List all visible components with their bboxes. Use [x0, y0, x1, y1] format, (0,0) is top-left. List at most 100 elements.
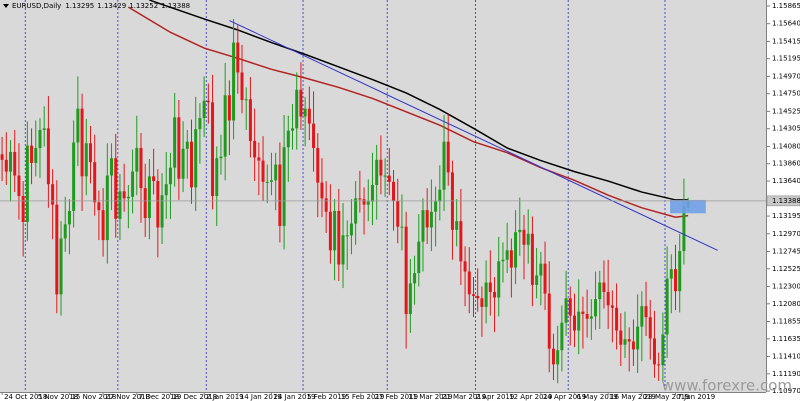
- candle-body: [488, 282, 492, 292]
- y-tick-label: 1.11855: [772, 317, 800, 325]
- candle-body: [648, 317, 652, 339]
- candle-body: [72, 142, 76, 211]
- candle-body: [589, 316, 593, 319]
- candle-body: [564, 298, 568, 323]
- candle-body: [556, 350, 560, 365]
- candle-body: [59, 238, 63, 295]
- candle-body: [303, 108, 307, 117]
- candle-body: [274, 164, 278, 181]
- candle-body: [594, 299, 598, 317]
- candle-body: [438, 189, 442, 202]
- candle-body: [122, 191, 126, 199]
- candle-body: [434, 201, 438, 212]
- candle-body: [379, 159, 383, 176]
- candle-body: [80, 108, 84, 177]
- candle-body: [349, 223, 353, 236]
- candle-body: [602, 282, 606, 292]
- x-tick-label: 11 Mar 2019: [408, 393, 452, 401]
- candle-body: [328, 211, 332, 251]
- candle-body: [446, 141, 450, 173]
- candle-body: [190, 141, 193, 188]
- y-tick-label: 1.14750: [772, 90, 800, 98]
- candle-body: [429, 211, 433, 228]
- candle-body: [375, 159, 379, 185]
- candle-body: [333, 210, 337, 251]
- candle-body: [253, 140, 257, 158]
- candle-body: [236, 42, 240, 73]
- x-tick-label: 24 Apr 2019: [543, 393, 586, 401]
- candle-body: [282, 147, 286, 226]
- x-tick-label: 16 May 2019: [610, 393, 656, 401]
- candle-body: [265, 181, 269, 183]
- candle-body: [522, 229, 526, 245]
- candle-body: [665, 278, 669, 335]
- header-low: 1.13252: [129, 2, 158, 10]
- candle-body: [652, 338, 656, 365]
- candle-body: [105, 175, 109, 241]
- candle-body: [383, 175, 387, 177]
- candle-body: [135, 148, 139, 172]
- candle-body: [168, 167, 172, 185]
- candle-body: [661, 334, 665, 366]
- candle-body: [118, 191, 122, 219]
- x-tick-label: 21 Mar 2019: [442, 393, 486, 401]
- candle-body: [615, 307, 619, 331]
- candle-body: [358, 198, 362, 200]
- x-tick-label: 28 May 2019: [644, 393, 690, 401]
- candle-body: [101, 210, 105, 241]
- candle-body: [143, 188, 147, 219]
- candle-body: [139, 148, 143, 189]
- candle-body: [674, 269, 678, 292]
- candle-body: [543, 263, 547, 294]
- y-tick-label: 1.13195: [772, 212, 800, 220]
- candle-body: [126, 196, 130, 199]
- x-tick-label: 24 Oct 2018: [4, 393, 47, 401]
- candle-body: [421, 210, 425, 242]
- candle-body: [530, 233, 534, 285]
- candle-body: [219, 156, 223, 159]
- candle-body: [627, 339, 631, 342]
- y-tick-label: 1.12300: [772, 282, 800, 290]
- candle-body: [644, 306, 648, 318]
- candle-body: [173, 117, 177, 168]
- last-price-label: 1.13388: [772, 197, 800, 205]
- candle-body: [177, 117, 181, 179]
- candle-body: [400, 226, 404, 228]
- candle-body: [160, 195, 164, 228]
- x-tick-label: 12 Apr 2019: [509, 393, 552, 401]
- moving-average: [149, 0, 689, 201]
- x-tick-label: 5 Feb 2019: [307, 393, 346, 401]
- candle-body: [30, 145, 34, 163]
- y-tick-label: 1.15415: [772, 37, 800, 45]
- candle-body: [341, 235, 345, 265]
- trendline: [229, 20, 718, 251]
- y-tick-label: 1.12080: [772, 300, 800, 308]
- y-tick-label: 1.15195: [772, 55, 800, 63]
- candle-body: [4, 159, 8, 172]
- x-tick-label: 14 Jan 2019: [240, 393, 282, 401]
- candle-body: [606, 291, 610, 306]
- header-high: 1.13429: [97, 2, 126, 10]
- candle-body: [324, 198, 328, 212]
- y-tick-label: 1.12525: [772, 265, 800, 273]
- candle-body: [232, 42, 236, 121]
- candle-body: [345, 235, 349, 237]
- candle-body: [535, 275, 539, 285]
- candle-body: [152, 176, 156, 182]
- candle-body: [463, 261, 467, 272]
- candle-body: [581, 311, 585, 315]
- candle-body: [354, 198, 358, 224]
- candle-body: [13, 151, 17, 176]
- candle-body: [526, 233, 530, 245]
- candle-body: [631, 341, 635, 350]
- candle-body: [442, 141, 446, 190]
- candle-body: [84, 143, 88, 177]
- header-close: 1.13388: [161, 2, 190, 10]
- candle-body: [206, 100, 210, 103]
- candle-body: [573, 315, 576, 331]
- candle-body: [278, 164, 282, 226]
- candle-body: [261, 160, 265, 182]
- candle-body: [366, 201, 370, 205]
- x-tick-label: 15 Feb 2019: [341, 393, 385, 401]
- candle-body: [459, 221, 463, 262]
